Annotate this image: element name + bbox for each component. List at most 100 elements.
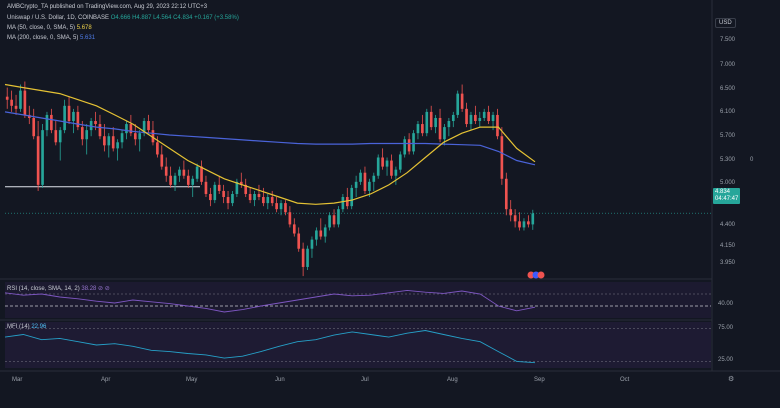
candle-body: [372, 175, 376, 182]
candle-body: [474, 114, 477, 122]
candle-body: [421, 124, 424, 134]
candle-body: [438, 117, 442, 140]
symbol-title[interactable]: Uniswap / U.S. Dollar, 1D, COINBASE: [7, 15, 110, 21]
candle-body: [85, 130, 89, 140]
candle-body: [443, 127, 446, 140]
candle-body: [63, 105, 66, 131]
event-flags[interactable]: [527, 266, 545, 279]
candle-body: [36, 136, 40, 185]
candle-body: [319, 230, 323, 237]
candle-body: [14, 105, 18, 109]
candle-body: [478, 117, 482, 122]
candle-body: [482, 111, 486, 118]
ma200-legend[interactable]: MA (200, close, 0, SMA, 5) 5.631: [7, 35, 95, 41]
candle-body: [147, 121, 150, 131]
mfi-axis-top: 75.00: [718, 325, 734, 331]
candle-body: [345, 197, 349, 207]
month-label: Sep: [534, 377, 545, 383]
candle-body: [164, 166, 168, 176]
candle-body: [54, 130, 58, 143]
candle-body: [460, 93, 464, 109]
candle-body: [186, 175, 190, 185]
candle-body: [129, 124, 133, 134]
price-tick: 4.150: [720, 243, 736, 249]
candle-body: [244, 184, 248, 194]
candle-body: [116, 142, 119, 149]
candle-body: [412, 133, 415, 152]
month-label: May: [186, 377, 198, 383]
rsi-axis-label: 40.00: [718, 301, 734, 307]
candle-body: [447, 121, 451, 128]
candle-body: [332, 215, 336, 225]
candle-body: [376, 157, 380, 176]
candle-body: [398, 154, 402, 170]
candle-body: [500, 136, 504, 179]
candle-body: [270, 197, 274, 204]
candle-body: [239, 181, 243, 185]
candle-body: [142, 121, 146, 134]
candle-body: [10, 99, 13, 106]
price-tick: 6.500: [720, 86, 736, 92]
price-tick: 7.500: [720, 37, 736, 43]
price-tick: 5.000: [720, 180, 736, 186]
publish-note: AMBCrypto_TA published on TradingView.co…: [7, 4, 208, 10]
rsi-legend[interactable]: RSI (14, close, SMA, 14, 2) 38.28 ⊘ ⊘: [7, 285, 110, 292]
candle-body: [425, 111, 429, 134]
candle-body: [45, 114, 49, 131]
ma50-legend[interactable]: MA (50, close, 0, SMA, 5) 5.678: [7, 25, 92, 31]
candle-body: [72, 111, 75, 122]
candle-body: [385, 160, 389, 167]
candle-body: [390, 160, 393, 176]
current-price-badge: 4.834 04:47:47: [713, 188, 741, 204]
candle-body: [103, 136, 106, 146]
gear-icon[interactable]: ⚙: [728, 376, 735, 383]
candle-body: [231, 193, 234, 204]
candle-body: [32, 117, 36, 137]
candle-body: [257, 193, 261, 198]
candle-body: [120, 133, 124, 143]
candle-body: [235, 181, 239, 194]
bar-countdown: 04:47:47: [715, 196, 739, 202]
side-zero: 0: [750, 157, 754, 163]
ma200-label: MA (200, close, 0, SMA, 5): [7, 35, 79, 41]
candle-body: [292, 224, 296, 234]
candle-body: [173, 175, 177, 185]
candle-body: [531, 213, 535, 225]
price-tick: 4.400: [720, 222, 736, 228]
candle-body: [407, 139, 411, 152]
month-label: Jun: [275, 377, 285, 383]
candle-body: [248, 193, 252, 201]
candle-body: [403, 139, 407, 155]
candle-body: [98, 124, 102, 137]
candle-body: [504, 178, 508, 210]
currency-button[interactable]: USD: [715, 18, 736, 28]
rsi-label: RSI (14, close, SMA, 14, 2): [7, 286, 80, 292]
mfi-axis-bottom: 25.00: [718, 357, 734, 363]
candle-body: [262, 197, 265, 204]
candle-body: [469, 114, 473, 125]
candle-body: [310, 239, 314, 249]
candle-body: [509, 209, 513, 216]
candle-body: [275, 203, 278, 210]
price-tick: 6.100: [720, 109, 736, 115]
candle-body: [160, 154, 164, 167]
candle-body: [133, 133, 137, 140]
candle-body: [191, 178, 195, 185]
candle-body: [297, 233, 301, 249]
candle-body: [341, 197, 345, 210]
candle-body: [359, 172, 362, 182]
ma50-label: MA (50, close, 0, SMA, 5): [7, 25, 76, 31]
candle-body: [394, 169, 398, 176]
mfi-legend[interactable]: MFI (14) 22.96: [7, 324, 46, 330]
candle-body: [169, 175, 172, 185]
mfi-label: MFI (14): [7, 324, 30, 330]
rsi-line: [4, 289, 536, 313]
candle-body: [58, 130, 62, 143]
candle-body: [111, 136, 115, 149]
month-label: Apr: [101, 377, 111, 383]
ma50-line: [4, 83, 536, 205]
price-tick: 7.000: [720, 62, 736, 68]
candle-body: [253, 193, 256, 201]
